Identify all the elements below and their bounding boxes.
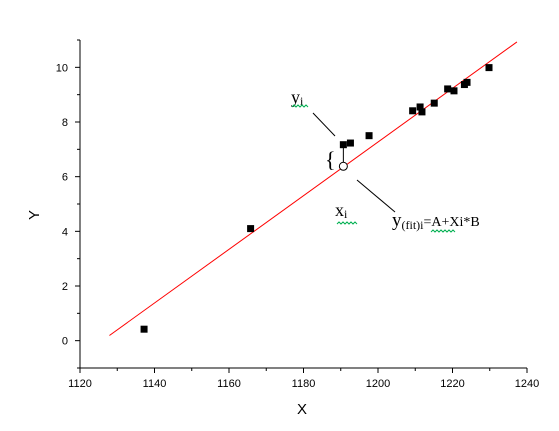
data-point	[140, 325, 148, 333]
fit-equation-annotation: y(fit)i=A+Xi*B	[392, 210, 480, 232]
data-point	[339, 141, 347, 149]
y-tick-label: 0	[62, 336, 68, 348]
axes: 1120 1140 1160 1180 1200 1220 1240 0 2 4 6 8 10	[56, 39, 539, 390]
fit-equation-rest: =A+Xi*B	[424, 215, 480, 230]
data-point	[463, 78, 471, 86]
data-point	[450, 87, 458, 95]
yi-annotation-letter: y	[291, 87, 300, 107]
x-tick-label: 1120	[68, 378, 92, 390]
x-axis-title: X	[297, 401, 307, 418]
data-point	[346, 139, 354, 147]
fit-leader-line	[356, 179, 396, 213]
xi-spellcheck-squiggle	[336, 221, 358, 225]
yi-leader-line	[312, 112, 336, 137]
y-tick-label: 10	[56, 62, 68, 74]
fit-equation-y: y	[392, 210, 402, 231]
yi-annotation-subscript: i	[300, 94, 304, 108]
data-point	[430, 99, 438, 107]
y-tick-label: 6	[62, 172, 68, 184]
xi-annotation: xi	[335, 200, 348, 221]
fit-equation-subscript: (fit)i	[402, 218, 425, 232]
data-point	[409, 107, 417, 115]
data-point	[365, 132, 373, 140]
x-tick-label: 1140	[143, 378, 167, 390]
y-tick-label: 8	[62, 117, 68, 129]
data-point	[247, 225, 255, 233]
data-point	[444, 85, 452, 93]
fit-line	[109, 41, 518, 336]
data-marks	[109, 41, 518, 336]
x-tick-label: 1240	[515, 378, 539, 390]
yi-spellcheck-squiggle	[291, 104, 309, 108]
residual-brace: {	[325, 147, 336, 172]
fit-spellcheck-squiggle	[430, 229, 456, 233]
x-tick-label: 1160	[217, 378, 241, 390]
x-tick-label: 1180	[292, 378, 316, 390]
data-point	[485, 64, 493, 72]
x-tick-label: 1200	[366, 378, 390, 390]
xi-annotation-letter: x	[335, 200, 344, 220]
x-tick-label: 1220	[440, 378, 464, 390]
yi-annotation: yi	[291, 87, 304, 108]
y-axis-title: Y	[26, 210, 43, 220]
y-tick-label: 2	[62, 281, 68, 293]
data-point	[416, 103, 424, 111]
data-point	[418, 108, 426, 116]
y-tick-label: 4	[62, 226, 68, 238]
xi-annotation-subscript: i	[344, 207, 348, 221]
fitted-point-marker	[338, 161, 348, 171]
